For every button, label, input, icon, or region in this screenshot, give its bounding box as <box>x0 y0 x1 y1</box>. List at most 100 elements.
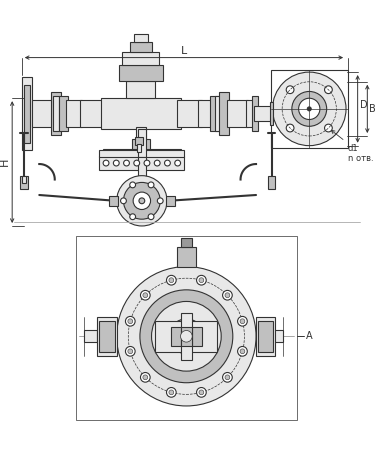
Bar <box>32 100 53 127</box>
Bar <box>109 196 118 206</box>
Text: A: A <box>307 331 313 341</box>
Bar <box>22 176 26 184</box>
Circle shape <box>175 160 181 166</box>
Circle shape <box>130 214 136 220</box>
Bar <box>134 34 148 42</box>
Circle shape <box>240 349 245 354</box>
Circle shape <box>299 98 320 120</box>
Circle shape <box>225 293 230 297</box>
Circle shape <box>157 198 163 204</box>
Bar <box>270 102 273 126</box>
Circle shape <box>140 290 233 383</box>
Circle shape <box>286 86 294 94</box>
Circle shape <box>222 290 232 300</box>
Bar <box>130 42 152 52</box>
Circle shape <box>196 387 206 397</box>
Bar <box>135 137 143 145</box>
Circle shape <box>169 319 204 354</box>
Bar <box>271 70 348 148</box>
Text: D: D <box>360 100 367 110</box>
Circle shape <box>222 373 232 382</box>
Bar <box>268 176 275 189</box>
Circle shape <box>167 387 176 397</box>
Bar <box>80 100 105 127</box>
Bar <box>256 317 275 356</box>
Bar <box>198 100 213 127</box>
Circle shape <box>133 192 150 210</box>
Bar <box>99 321 115 352</box>
Circle shape <box>121 198 126 204</box>
Bar <box>51 92 61 135</box>
Bar <box>155 321 217 352</box>
Circle shape <box>141 290 150 300</box>
Circle shape <box>103 160 109 166</box>
Circle shape <box>181 330 192 342</box>
Bar <box>219 92 229 135</box>
Bar <box>126 81 155 98</box>
Circle shape <box>126 316 135 326</box>
Circle shape <box>148 182 154 188</box>
Bar <box>132 139 150 150</box>
Text: B: B <box>369 104 376 114</box>
Circle shape <box>117 266 256 406</box>
Bar <box>181 327 192 346</box>
Bar <box>227 100 248 127</box>
Text: d1
n отв.: d1 n отв. <box>331 130 374 163</box>
Circle shape <box>238 346 247 356</box>
Bar <box>138 129 146 157</box>
Bar <box>99 149 184 157</box>
Bar <box>24 85 30 143</box>
Circle shape <box>169 390 174 395</box>
Circle shape <box>199 278 204 283</box>
Circle shape <box>273 72 346 146</box>
Bar <box>97 317 117 356</box>
Circle shape <box>144 160 150 166</box>
Bar <box>210 96 219 131</box>
Circle shape <box>169 278 174 283</box>
Bar <box>177 247 196 266</box>
Circle shape <box>196 275 206 285</box>
Bar <box>177 100 202 127</box>
Circle shape <box>130 182 136 188</box>
Bar <box>76 236 297 420</box>
Circle shape <box>325 124 332 132</box>
Circle shape <box>141 373 150 382</box>
Bar <box>53 96 59 131</box>
Circle shape <box>182 333 190 340</box>
Bar <box>101 98 181 129</box>
Circle shape <box>128 319 133 324</box>
Bar <box>119 65 163 81</box>
Bar <box>252 96 258 131</box>
Circle shape <box>143 293 148 297</box>
Bar <box>59 96 68 131</box>
Circle shape <box>117 176 167 226</box>
Bar <box>66 100 82 127</box>
Bar <box>166 196 175 206</box>
Circle shape <box>124 160 129 166</box>
Circle shape <box>240 319 245 324</box>
Bar <box>22 77 32 150</box>
Circle shape <box>143 375 148 380</box>
Bar <box>136 127 146 141</box>
Bar <box>103 148 181 156</box>
Circle shape <box>199 390 204 395</box>
Circle shape <box>148 214 154 220</box>
Circle shape <box>154 160 160 166</box>
Circle shape <box>286 124 294 132</box>
Circle shape <box>152 302 221 371</box>
Bar <box>84 330 97 342</box>
Bar <box>123 52 159 65</box>
Bar <box>138 157 146 176</box>
Circle shape <box>128 349 133 354</box>
Bar <box>215 96 221 131</box>
Circle shape <box>123 182 160 219</box>
Bar <box>99 156 184 170</box>
Circle shape <box>238 316 247 326</box>
Bar <box>181 238 192 247</box>
Circle shape <box>126 346 135 356</box>
Circle shape <box>184 334 188 338</box>
Bar <box>20 176 28 189</box>
Bar <box>246 100 254 127</box>
Bar <box>254 106 271 122</box>
Bar <box>258 321 273 352</box>
